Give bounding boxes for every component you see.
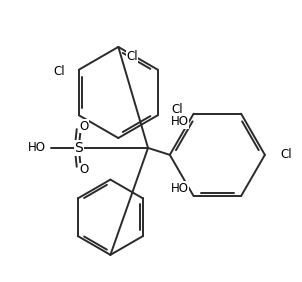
Text: Cl: Cl — [53, 65, 65, 78]
Text: HO: HO — [28, 142, 46, 155]
Text: O: O — [79, 163, 88, 176]
Text: HO: HO — [171, 115, 189, 128]
Text: Cl: Cl — [126, 50, 138, 63]
Text: O: O — [79, 120, 88, 133]
Text: Cl: Cl — [172, 103, 183, 116]
Text: S: S — [74, 141, 83, 155]
Text: Cl: Cl — [281, 148, 292, 161]
Text: HO: HO — [171, 182, 189, 195]
